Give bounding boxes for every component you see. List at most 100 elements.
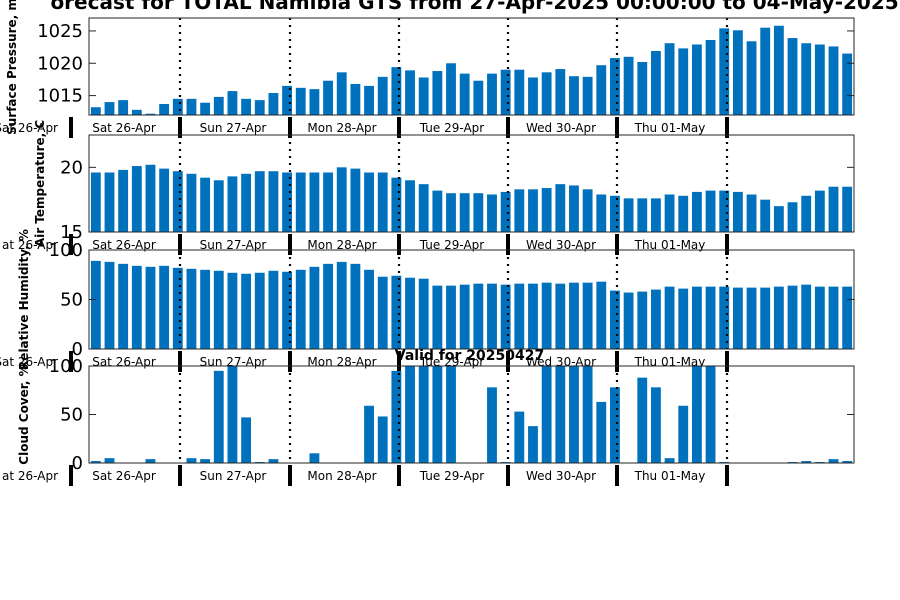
bar [514,411,525,463]
ytick-label: 50 [60,405,83,426]
bar [705,366,716,463]
bar [664,286,675,349]
bar [514,69,525,115]
xtick-label: at 26-Apr [2,469,58,483]
xtick-label: Sun 27-Apr [200,469,267,483]
bar [268,270,279,349]
bar [364,269,374,349]
chart-panel-4: 0 50 100 at 26-Apr Sat 26-Apr Sun 27-Apr Mon 2… [2,348,855,486]
bar [213,370,224,463]
bar [691,44,702,115]
bar [405,277,415,349]
bar [377,416,388,463]
bar [528,77,538,115]
bar [705,190,716,232]
bar [104,172,115,232]
bar [213,270,224,349]
bar [500,284,511,349]
xtick-label: Tue 29-Apr [419,238,484,252]
bar [664,43,675,115]
bar [309,89,320,115]
bars-group [90,25,853,115]
chart-panel-1: 1015 1020 1025 Sat 26-Apr Sat 26-Apr Sun 27-A… [0,0,855,138]
bar [678,195,689,232]
bar [541,282,552,349]
bar [473,80,484,115]
axes-frame [88,134,855,233]
bar [596,194,607,232]
bar [828,46,839,115]
bar [828,286,839,349]
ytick-label: 1015 [37,86,83,107]
bar [377,76,388,115]
bar [295,269,306,349]
bar [200,102,211,115]
bar [787,202,798,232]
ytick-label: 15 [60,222,83,243]
bar [487,387,497,463]
bar [336,261,347,349]
bar [377,276,388,349]
bar [323,172,333,232]
bar [405,180,415,232]
bar [377,172,388,232]
y-axis-label: Surface Pressure, m [5,0,19,135]
axes-frame [88,365,855,464]
bar [705,39,716,115]
bar [227,176,238,232]
bar [145,459,156,463]
bar [254,272,265,349]
bar [213,180,224,232]
bar [172,171,183,232]
bar [446,285,456,349]
bar [241,417,252,463]
bar [569,185,579,232]
xtick-label: Sat 26-Apr [92,469,156,483]
bar [691,366,702,463]
bar [364,405,374,463]
ytick-label: 20 [60,157,83,178]
bar [719,286,730,349]
xtick-label: Sat 26-Apr [0,355,58,369]
bar [186,458,197,463]
bar [118,263,129,349]
ytick-label: 0 [72,453,83,474]
bar [268,93,279,115]
bar [582,189,593,232]
bar [336,72,347,115]
bar [610,387,620,463]
bar [350,168,361,232]
bar [432,366,443,463]
bar [732,30,743,115]
xtick-label: Thu 01-May [634,121,706,135]
bar [459,193,470,232]
bar [719,190,730,232]
xtick-label: Sun 27-Apr [200,121,267,135]
bar [145,266,156,349]
xtick-label: Mon 28-Apr [307,469,376,483]
bar [90,107,101,115]
bar [746,194,757,232]
bar [227,366,238,463]
bar [691,286,702,349]
bar [555,69,566,115]
bar [555,184,566,232]
bar [637,198,648,232]
xtick-label: Thu 01-May [634,469,706,483]
bar [623,198,634,232]
bar [746,287,757,349]
bar [309,172,320,232]
ytick-label: 1020 [37,53,83,74]
bar [487,73,497,115]
bar [528,426,538,463]
bar [651,50,661,115]
y-axis-label: Relative Humidity, % [17,229,31,370]
bar [200,459,211,463]
bar [446,63,456,115]
bar [487,283,497,349]
bar [582,76,593,115]
bar [514,283,525,349]
bar [842,286,853,349]
bar [801,195,812,232]
bar [596,281,607,349]
